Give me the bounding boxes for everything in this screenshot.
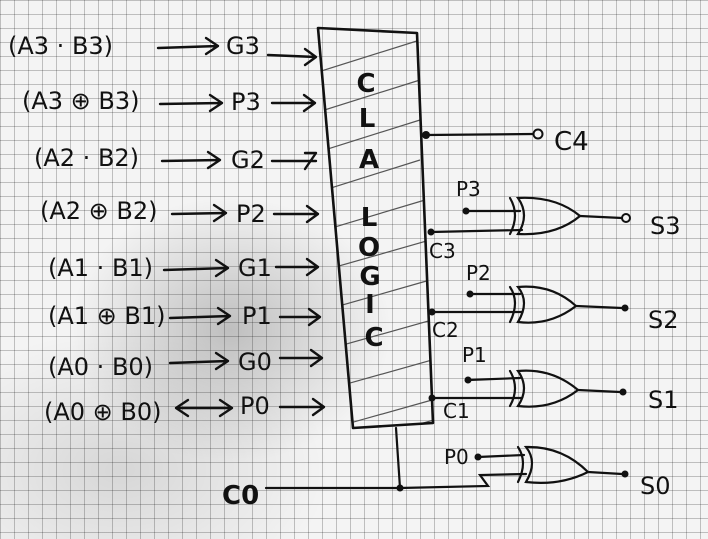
xor-p-label: P1 bbox=[462, 343, 487, 367]
block-letter: C bbox=[364, 323, 383, 353]
xor-gate-s1 bbox=[428, 369, 627, 408]
block-outline bbox=[316, 26, 435, 430]
carry-c2-label: C2 bbox=[432, 318, 459, 342]
block-letter: L bbox=[361, 203, 378, 233]
input-expression: (A3 · B3) bbox=[8, 32, 113, 60]
sum-s1-label: S1 bbox=[648, 386, 679, 414]
block-letter: G bbox=[359, 262, 380, 292]
sum-s0-label: S0 bbox=[640, 472, 671, 500]
input-expression: (A1 ⊕ B1) bbox=[48, 302, 166, 330]
signal-label: G0 bbox=[238, 348, 272, 376]
carry-c3-label: C3 bbox=[429, 239, 456, 263]
input-expression: (A1 · B1) bbox=[48, 254, 153, 282]
signal-arrows bbox=[266, 47, 326, 417]
block-letter: O bbox=[358, 233, 380, 263]
block-letter: L bbox=[359, 104, 376, 134]
carry-c0-wire bbox=[264, 426, 404, 492]
carry-c1-label: C1 bbox=[443, 399, 470, 423]
xor-gate-s3 bbox=[427, 196, 631, 236]
input-expression: (A2 ⊕ B2) bbox=[40, 197, 158, 225]
carry-c4-label: C4 bbox=[554, 127, 589, 157]
expression-arrows bbox=[156, 36, 234, 418]
signal-label: P3 bbox=[231, 88, 261, 116]
xor-p-label: P2 bbox=[466, 261, 491, 285]
xor-p-label: P3 bbox=[456, 177, 481, 201]
signal-label: P0 bbox=[240, 392, 270, 420]
sum-s3-label: S3 bbox=[650, 212, 681, 240]
signal-label: P1 bbox=[242, 302, 272, 330]
signal-label: P2 bbox=[236, 200, 266, 228]
signal-label: G1 bbox=[238, 254, 272, 282]
input-expression: (A0 ⊕ B0) bbox=[44, 398, 162, 426]
input-expression: (A2 · B2) bbox=[34, 144, 139, 172]
input-expression: (A3 ⊕ B3) bbox=[22, 87, 140, 115]
xor-gate-s0 bbox=[398, 445, 629, 490]
sum-s2-label: S2 bbox=[648, 306, 679, 334]
xor-gate-s2 bbox=[428, 285, 629, 324]
input-expression: (A0 · B0) bbox=[48, 353, 153, 381]
block-letter: C bbox=[356, 69, 375, 99]
carry-c0-label: C0 bbox=[222, 481, 259, 511]
xor-p-label: P0 bbox=[444, 445, 469, 469]
block-letter: A bbox=[359, 145, 379, 175]
signal-label: G2 bbox=[231, 146, 265, 174]
signal-label: G3 bbox=[226, 32, 260, 60]
carry-c4 bbox=[422, 128, 544, 140]
block-letter: I bbox=[365, 290, 375, 320]
